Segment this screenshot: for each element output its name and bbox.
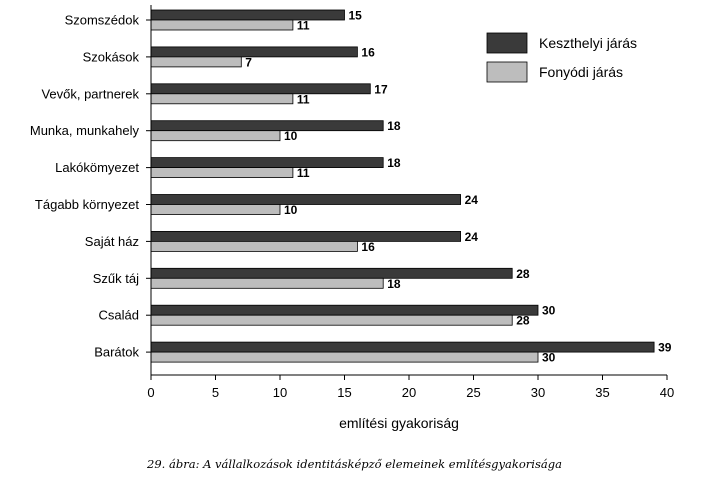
value-label: 11 [297,92,310,106]
value-label: 30 [542,351,556,365]
bar-fonyodi-9 [150,351,539,363]
bar-fonyodi-4 [150,167,294,179]
x-tick-label: 40 [660,385,674,400]
category-label: Munka, munkahely [30,123,140,138]
category-label: Szokások [83,49,140,64]
value-label: 28 [516,267,530,281]
value-labels: 15 11 16 7 17 11 18 10 18 11 24 10 24 16 28 18 30 28 39 30 [245,9,671,365]
bar-fonyodi-8 [150,314,513,326]
bar-keszthelyi-7 [150,267,513,279]
value-label: 30 [542,304,556,318]
legend: Keszthelyi járás Fonyódi járás [486,32,637,83]
value-label: 10 [284,203,298,217]
value-label: 11 [297,19,310,33]
value-label: 18 [387,119,401,133]
bar-fonyodi-0 [150,19,294,31]
category-label: Család [99,308,139,323]
legend-swatch [486,61,528,83]
x-tick-label: 20 [402,385,416,400]
bar-keszthelyi-6 [150,230,462,242]
x-tick-label: 30 [531,385,545,400]
bar-fonyodi-6 [150,240,358,252]
bar-fonyodi-2 [150,93,294,105]
x-axis-title: említési gyakoriság [339,415,459,431]
bar-fonyodi-3 [150,130,281,142]
bar-keszthelyi-0 [150,9,345,21]
x-tick-label: 10 [273,385,287,400]
bar-keszthelyi-1 [150,46,358,58]
value-label: 17 [374,82,388,96]
value-label: 15 [349,9,363,23]
bars-group [150,5,655,375]
bar-keszthelyi-2 [150,83,371,95]
value-label: 16 [361,45,375,59]
value-label: 28 [516,314,530,328]
category-label: Barátok [94,345,139,360]
bar-keszthelyi-9 [150,341,655,353]
bar-chart: Szomszédok Szokások Vevők, partnerek Munka,… [30,5,674,431]
bar-keszthelyi-3 [150,120,384,132]
x-tick-label: 5 [212,385,219,400]
bar-keszthelyi-5 [150,194,462,205]
x-axis: 0 5 10 15 20 25 30 35 40 [147,374,674,400]
bar-fonyodi-1 [150,56,242,68]
category-label: Szomszédok [65,13,140,28]
bar-fonyodi-5 [150,204,281,215]
figure-caption: 29. ábra: A vállalkozások identitásképző… [147,457,562,471]
x-tick-label: 15 [337,385,351,400]
bar-keszthelyi-8 [150,304,539,316]
legend-label: Fonyódi járás [539,64,623,80]
value-label: 10 [284,129,298,143]
bar-fonyodi-7 [150,277,384,289]
bar-keszthelyi-4 [150,157,384,169]
value-label: 18 [387,277,401,291]
value-label: 7 [245,55,252,69]
value-label: 39 [658,341,672,355]
category-label: Tágabb környezet [35,197,139,212]
x-tick-label: 25 [466,385,480,400]
value-label: 11 [297,166,310,180]
x-tick-label: 0 [147,385,154,400]
category-label: Vevők, partnerek [41,86,139,101]
x-tick-label: 35 [595,385,609,400]
legend-swatch [486,32,528,54]
value-label: 24 [465,193,479,207]
category-labels: Szomszédok Szokások Vevők, partnerek Munka,… [30,13,151,360]
value-label: 18 [387,156,401,170]
legend-label: Keszthelyi járás [539,35,637,51]
category-label: Lakókömyezet [55,160,139,175]
value-label: 24 [465,230,479,244]
category-label: Szűk táj [93,271,139,286]
value-label: 16 [361,240,375,254]
category-label: Saját ház [85,234,139,249]
